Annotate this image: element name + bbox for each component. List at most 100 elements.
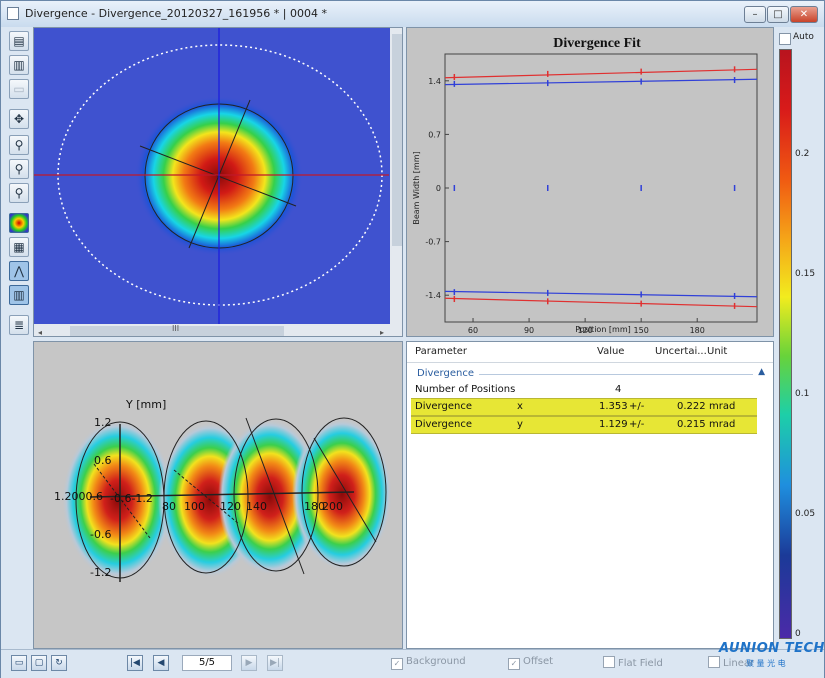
x-tick-label: 150 <box>634 326 649 335</box>
colorbar-tick: 0.05 <box>795 509 816 519</box>
stack-3d-view[interactable]: Y [mm] 1.2 0.6 -0.6 -1.2 1.2000.6 -0.6-1… <box>33 341 403 649</box>
chart-title: Divergence Fit <box>553 36 641 51</box>
y-tick-label: -1.4 <box>425 291 441 300</box>
save-icon[interactable]: ▤ <box>9 31 29 51</box>
pos-tick-1: 80 <box>162 500 176 513</box>
colorbar-tick: 0.1 <box>795 389 810 399</box>
app-icon <box>7 7 19 20</box>
fit-line-2 <box>444 78 758 86</box>
horizontal-scroll-thumb[interactable] <box>70 326 284 336</box>
slice-ellipse-4 <box>301 417 387 567</box>
status-bar: ▭ ▢ ↻ |◀ ◀ 5/5 ▶ ▶| ✓ Background ✓ Offset … <box>1 649 824 678</box>
slice-axis-3 <box>245 417 305 575</box>
row-unit: mrad <box>709 401 736 412</box>
x-axis-label: Position [mm] <box>575 325 631 334</box>
pos-tick-2: 100 <box>184 500 205 513</box>
z-axis-3d <box>89 491 355 498</box>
row-value: 1.353 <box>599 401 628 412</box>
y-tick-3: -0.6 <box>90 528 111 541</box>
y-tick-1: 1.2 <box>94 416 112 429</box>
group-divergence[interactable]: Divergence ▲ <box>407 366 773 382</box>
linear-label: Linear <box>723 658 755 669</box>
beam-slice-4 <box>292 418 392 570</box>
parameters-panel: Parameter Value Uncertai... Unit Diverge… <box>406 341 774 649</box>
auto-label: Auto <box>793 32 814 42</box>
zoom-fit-icon[interactable]: ⚲ <box>9 183 29 203</box>
collapse-chevron-icon[interactable]: ▲ <box>758 367 765 377</box>
y-axis-3d-title: Y [mm] <box>125 398 166 411</box>
linear-checkbox[interactable]: Linear <box>708 656 754 669</box>
fit-view-icon[interactable]: ⋀ <box>9 261 29 281</box>
row-axis: x <box>517 401 523 412</box>
group-divider <box>479 374 753 375</box>
beam-profile-view[interactable]: ◂ ▸ III <box>33 27 403 337</box>
background-checkbox[interactable]: ✓ Background <box>391 656 466 670</box>
table-header: Parameter Value Uncertai... Unit <box>407 342 773 363</box>
row-value: 1.129 <box>599 419 628 430</box>
x-tick-cluster: 1.2000.6 <box>54 490 103 503</box>
offset-label: Offset <box>523 656 554 667</box>
fit-line-1 <box>444 68 758 79</box>
first-page-icon[interactable]: |◀ <box>127 655 143 671</box>
header-parameter[interactable]: Parameter <box>415 346 468 357</box>
zoom-out-icon[interactable]: ⚲ <box>9 159 29 179</box>
report-icon[interactable]: ≣ <box>9 315 29 335</box>
y-tick-2: 0.6 <box>94 454 112 467</box>
header-value[interactable]: Value <box>597 346 625 357</box>
y-tick-label: 0 <box>436 184 441 193</box>
beam-slice-3 <box>218 419 322 575</box>
header-uncertainty[interactable]: Uncertai... <box>655 346 707 357</box>
row-axis: y <box>517 419 523 430</box>
pos-tick-5: 180 <box>304 500 325 513</box>
flat-field-label: Flat Field <box>618 658 663 669</box>
colorbar-gradient <box>779 49 792 639</box>
prev-page-icon[interactable]: ◀ <box>153 655 169 671</box>
y-tick-4: -1.2 <box>90 566 111 579</box>
scroll-right-arrow[interactable]: ▸ <box>380 328 384 337</box>
auto-checkbox[interactable] <box>779 33 791 45</box>
zoom-in-icon[interactable]: ⚲ <box>9 135 29 155</box>
grid-icon[interactable]: ▥ <box>9 285 29 305</box>
clear-icon[interactable]: ▭ <box>9 79 29 99</box>
colorbar-tick: 0 <box>795 629 801 639</box>
offset-checkbox[interactable]: ✓ Offset <box>508 656 553 670</box>
y-tick-label: 0.7 <box>428 130 441 139</box>
minimize-button[interactable]: – <box>744 6 766 23</box>
page-indicator[interactable]: 5/5 <box>182 655 232 671</box>
left-toolbar: ▤ ▥ ▭ ✥ ⚲ ⚲ ⚲ ▦ ⋀ ▥ ≣ <box>6 29 32 641</box>
parameters-table: Parameter Value Uncertai... Unit Diverge… <box>407 342 773 434</box>
flat-field-checkbox[interactable]: Flat Field <box>603 656 663 669</box>
colorbar-tick: 0.15 <box>795 269 816 279</box>
scroll-left-arrow[interactable]: ◂ <box>38 328 42 337</box>
slice-axis-1 <box>93 463 151 539</box>
pos-tick-6: 200 <box>322 500 343 513</box>
colorbar-panel: Auto 0.2 0.15 0.1 0.05 0 <box>775 29 824 645</box>
false-color-icon[interactable] <box>9 213 29 233</box>
table-row[interactable]: Divergence y 1.129 +/- 0.215 mrad <box>411 416 757 434</box>
background-label: Background <box>406 656 466 667</box>
next-page-icon[interactable]: ▶ <box>241 655 257 671</box>
single-view-icon[interactable]: ▭ <box>11 655 27 671</box>
header-unit[interactable]: Unit <box>707 346 728 357</box>
maximize-button[interactable]: □ <box>767 6 789 23</box>
3d-view-icon[interactable]: ▦ <box>9 237 29 257</box>
close-button[interactable]: ✕ <box>790 6 818 23</box>
move-icon[interactable]: ✥ <box>9 109 29 129</box>
last-page-icon[interactable]: ▶| <box>267 655 283 671</box>
minor-axis-line <box>139 145 297 207</box>
x-tick-label: 60 <box>468 326 478 335</box>
vertical-scroll-thumb[interactable] <box>392 34 402 246</box>
beam-profile-image: ◂ ▸ <box>34 28 402 337</box>
table-row[interactable]: Divergence x 1.353 +/- 0.222 mrad <box>411 398 757 416</box>
fit-line-4 <box>444 290 758 298</box>
beam-stack-image: Y [mm] 1.2 0.6 -0.6 -1.2 1.2000.6 -0.6-1… <box>54 398 392 582</box>
row-uncertainty: 0.215 <box>677 419 706 430</box>
x-tick-mid: -0.6-1.2 <box>110 492 153 505</box>
group-label: Divergence <box>417 368 474 379</box>
table-row[interactable]: Number of Positions 4 <box>407 382 773 398</box>
save-as-icon[interactable]: ▥ <box>9 55 29 75</box>
y-tick-label: 1.4 <box>428 77 441 86</box>
monitor-view-icon[interactable]: ▢ <box>31 655 47 671</box>
refresh-icon[interactable]: ↻ <box>51 655 67 671</box>
